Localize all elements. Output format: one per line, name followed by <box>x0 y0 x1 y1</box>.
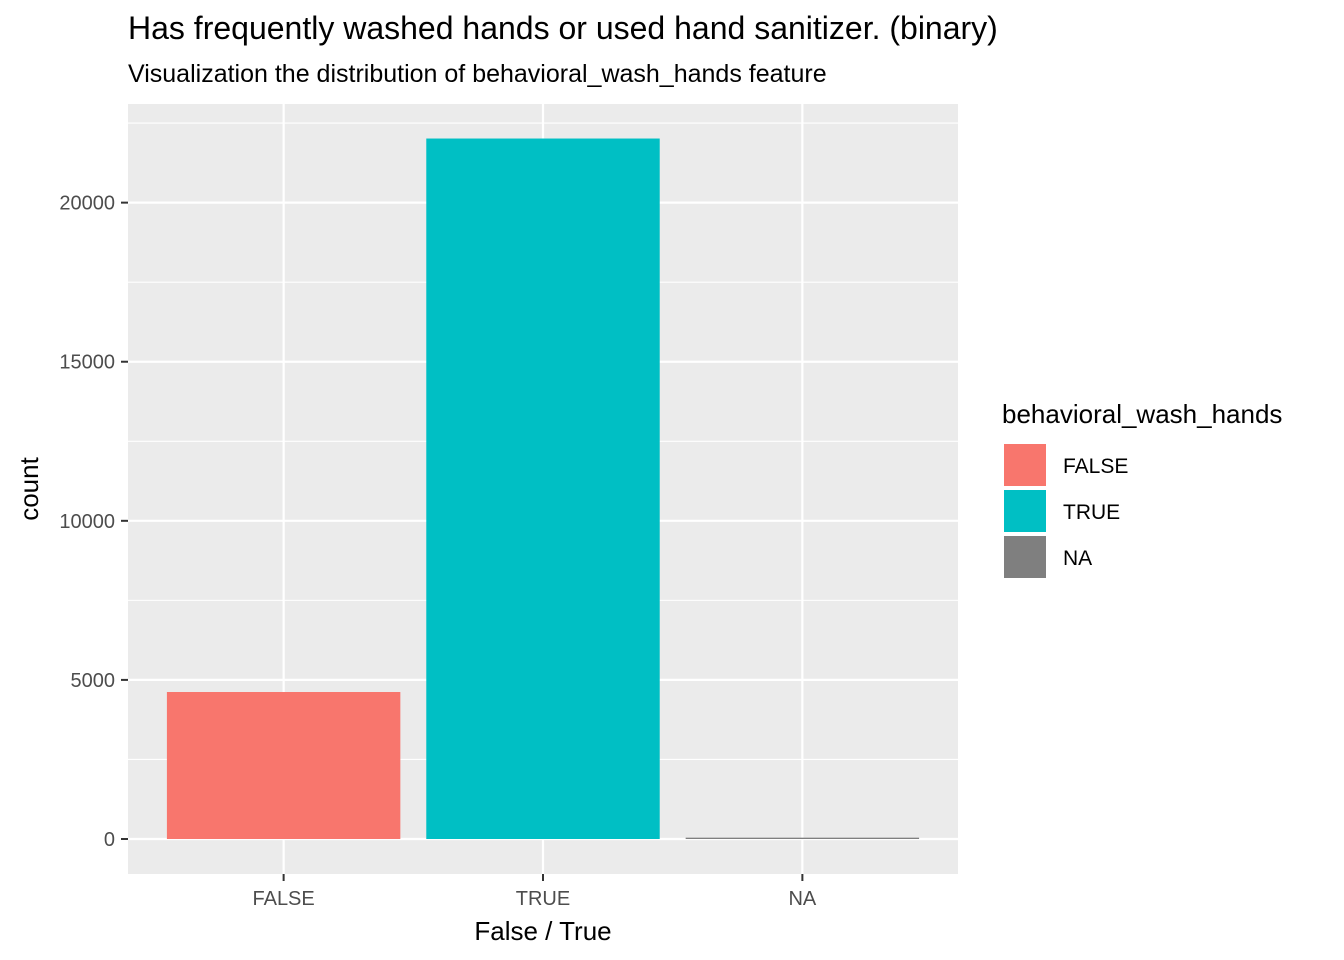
bar-na <box>685 837 920 839</box>
legend-swatch-na <box>1004 536 1046 578</box>
legend-title: behavioral_wash_hands <box>1002 399 1282 429</box>
y-axis-title: count <box>14 456 44 520</box>
y-tick-label: 10000 <box>59 511 115 533</box>
x-axis-title: False / True <box>474 916 611 946</box>
x-axis: FALSE TRUE NA <box>252 874 817 910</box>
y-tick-label: 20000 <box>59 193 115 215</box>
x-tick-label: NA <box>788 888 816 910</box>
y-tick-label: 5000 <box>71 670 116 692</box>
chart-subtitle: Visualization the distribution of behavi… <box>128 60 827 88</box>
legend-label-na: NA <box>1063 547 1092 570</box>
x-tick-label: TRUE <box>516 888 570 910</box>
y-tick-label: 0 <box>104 829 115 851</box>
x-tick-label: FALSE <box>252 888 314 910</box>
legend-label-true: TRUE <box>1063 501 1120 524</box>
legend-swatch-false <box>1004 444 1046 486</box>
legend: behavioral_wash_hands FALSE TRUE NA <box>1002 399 1282 580</box>
y-axis: 0 5000 10000 15000 20000 <box>59 193 128 851</box>
bars <box>166 138 920 840</box>
legend-label-false: FALSE <box>1063 455 1128 478</box>
legend-swatch-true <box>1004 490 1046 532</box>
bar-false <box>166 692 401 839</box>
chart-title: Has frequently washed hands or used hand… <box>128 10 998 46</box>
bar-true <box>426 138 660 840</box>
y-tick-label: 15000 <box>59 352 115 374</box>
